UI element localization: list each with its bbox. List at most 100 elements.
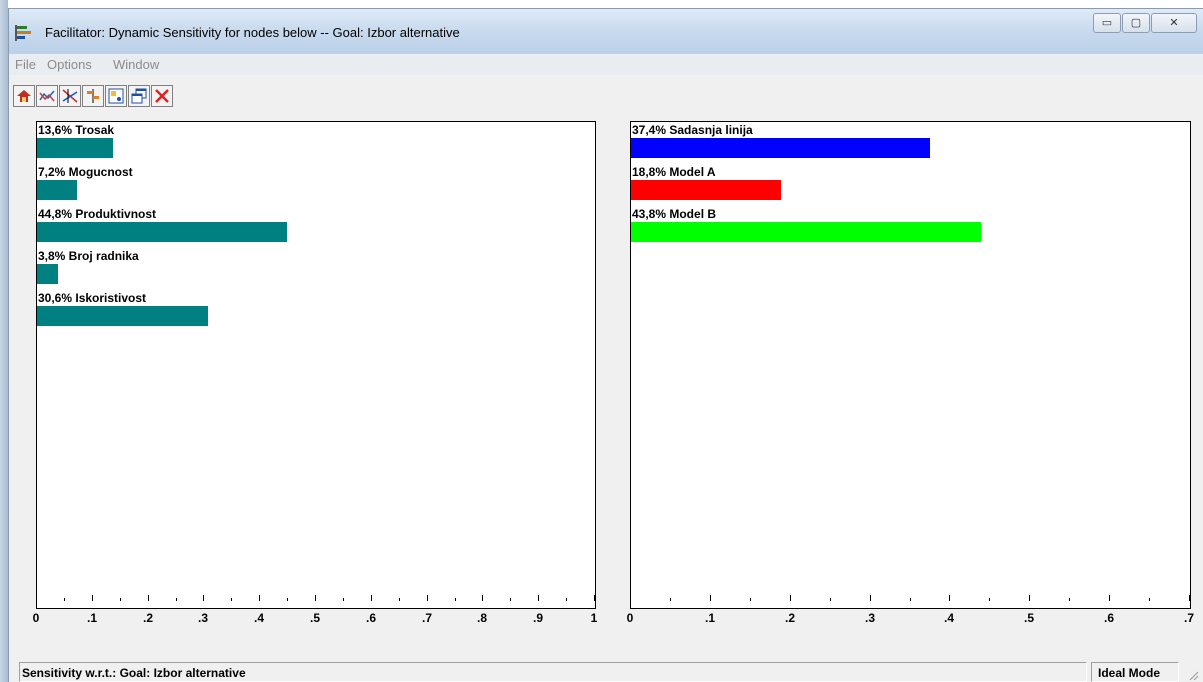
bar-label-model-a: 18,8% Model A bbox=[632, 165, 716, 179]
status-mode-text: Ideal Mode bbox=[1091, 662, 1179, 682]
axis-tick-mark bbox=[176, 598, 177, 601]
bar-model-b[interactable] bbox=[631, 222, 981, 242]
bar-label-iskoristivost: 30,6% Iskoristivost bbox=[38, 291, 147, 305]
tick-label: .9 bbox=[532, 611, 544, 625]
tick-label: .1 bbox=[86, 611, 98, 625]
axis-tick-mark bbox=[1189, 595, 1190, 601]
axis-tick-mark bbox=[870, 595, 871, 601]
axis-tick-mark bbox=[120, 598, 121, 601]
bar-label-model-b: 43,8% Model B bbox=[632, 207, 717, 221]
axis-tick-mark bbox=[455, 598, 456, 601]
two-d-plot-button[interactable] bbox=[105, 85, 127, 107]
two-d-plot-icon bbox=[108, 88, 124, 104]
tick-label: .7 bbox=[1183, 611, 1195, 625]
desktop-edge bbox=[0, 0, 8, 682]
axis-tick-mark bbox=[148, 595, 149, 601]
axis-tick-mark bbox=[989, 598, 990, 601]
performance-button[interactable] bbox=[36, 85, 58, 107]
axis-tick-mark bbox=[315, 595, 316, 601]
axis-tick-mark bbox=[594, 595, 595, 601]
bar-broj-radnika[interactable] bbox=[37, 264, 59, 284]
bar-produktivnost[interactable] bbox=[37, 222, 287, 242]
axis-tick-mark bbox=[427, 595, 428, 601]
axis-tick-mark bbox=[343, 598, 344, 601]
menu-options[interactable]: Options bbox=[47, 57, 92, 72]
home-button[interactable] bbox=[13, 85, 35, 107]
bar-iskoristivost[interactable] bbox=[37, 306, 208, 326]
axis-tick-mark bbox=[287, 598, 288, 601]
tick-label: .5 bbox=[309, 611, 321, 625]
axis-tick-mark bbox=[510, 598, 511, 601]
head-to-head-icon bbox=[87, 89, 99, 103]
axis-tick-mark bbox=[1109, 595, 1110, 601]
axis-tick-mark bbox=[231, 598, 232, 601]
axis-tick-mark bbox=[670, 598, 671, 601]
head-to-head-button[interactable] bbox=[82, 85, 104, 107]
tick-label: .3 bbox=[864, 611, 876, 625]
tick-label: .6 bbox=[365, 611, 377, 625]
resize-grip-icon[interactable] bbox=[1187, 669, 1199, 681]
tick-label: 0 bbox=[626, 611, 634, 625]
close-view-button[interactable] bbox=[151, 85, 173, 107]
bar-label-sadasnja-linija: 37,4% Sadasnja linija bbox=[632, 123, 753, 137]
close-icon bbox=[155, 89, 169, 103]
window-title: Facilitator: Dynamic Sensitivity for nod… bbox=[45, 25, 460, 40]
axis-tick-mark bbox=[630, 595, 631, 601]
tick-label: .5 bbox=[1023, 611, 1035, 625]
axis-tick-mark bbox=[949, 595, 950, 601]
tick-label: .4 bbox=[943, 611, 955, 625]
bar-trosak[interactable] bbox=[37, 138, 113, 158]
tick-label: .6 bbox=[1103, 611, 1115, 625]
title-bar[interactable]: Facilitator: Dynamic Sensitivity for nod… bbox=[9, 9, 1203, 53]
minimize-button[interactable]: ▭ bbox=[1093, 13, 1121, 33]
maximize-button[interactable]: ▢ bbox=[1122, 13, 1150, 33]
axis-tick-mark bbox=[92, 595, 93, 601]
tick-label: .8 bbox=[476, 611, 488, 625]
axis-tick-mark bbox=[566, 598, 567, 601]
axis-tick-mark bbox=[1069, 598, 1070, 601]
bar-label-mogucnost: 7,2% Mogucnost bbox=[38, 165, 133, 179]
bar-label-trosak: 13,6% Trosak bbox=[38, 123, 115, 137]
tick-label: .2 bbox=[142, 611, 154, 625]
bar-label-produktivnost: 44,8% Produktivnost bbox=[38, 207, 157, 221]
restore-windows-button[interactable] bbox=[128, 85, 150, 107]
gradient-chart-icon bbox=[62, 89, 78, 103]
axis-tick-mark bbox=[750, 598, 751, 601]
bar-label-broj-radnika: 3,8% Broj radnika bbox=[38, 249, 139, 263]
criteria-chart-panel bbox=[36, 121, 596, 609]
menu-file[interactable]: File bbox=[15, 57, 36, 72]
axis-tick-mark bbox=[482, 595, 483, 601]
home-icon bbox=[17, 90, 31, 102]
tick-label: .7 bbox=[421, 611, 433, 625]
close-window-icon: ✕ bbox=[1169, 17, 1179, 29]
tick-label: .2 bbox=[784, 611, 796, 625]
menu-bar: File Options Window bbox=[9, 53, 1203, 75]
status-sensitivity-text: Sensitivity w.r.t.: Goal: Izbor alternat… bbox=[19, 662, 1087, 682]
restore-windows-icon bbox=[131, 88, 147, 104]
minimize-icon: ▭ bbox=[1101, 17, 1113, 29]
axis-tick-mark bbox=[538, 595, 539, 601]
caption-buttons: ▭ ▢ ✕ bbox=[1092, 13, 1197, 35]
toolbar bbox=[9, 83, 1203, 111]
tick-label: 0 bbox=[32, 611, 40, 625]
axis-tick-mark bbox=[203, 595, 204, 601]
facilitator-window: Facilitator: Dynamic Sensitivity for nod… bbox=[8, 8, 1203, 682]
tick-label: .3 bbox=[197, 611, 209, 625]
axis-tick-mark bbox=[36, 595, 37, 601]
axis-tick-mark bbox=[64, 598, 65, 601]
alternatives-chart-panel bbox=[630, 121, 1191, 609]
close-button[interactable]: ✕ bbox=[1151, 13, 1197, 33]
app-icon bbox=[15, 25, 31, 41]
axis-tick-mark bbox=[790, 595, 791, 601]
tick-label: 1 bbox=[590, 611, 598, 625]
bar-model-a[interactable] bbox=[631, 180, 782, 200]
axis-tick-mark bbox=[1029, 595, 1030, 601]
bar-sadasnja-linija[interactable] bbox=[631, 138, 930, 158]
tick-label: .4 bbox=[253, 611, 265, 625]
axis-tick-mark bbox=[399, 598, 400, 601]
performance-chart-icon bbox=[39, 90, 55, 102]
menu-window[interactable]: Window bbox=[113, 57, 160, 72]
bar-mogucnost[interactable] bbox=[37, 180, 78, 200]
axis-tick-mark bbox=[371, 595, 372, 601]
gradient-button[interactable] bbox=[59, 85, 81, 107]
